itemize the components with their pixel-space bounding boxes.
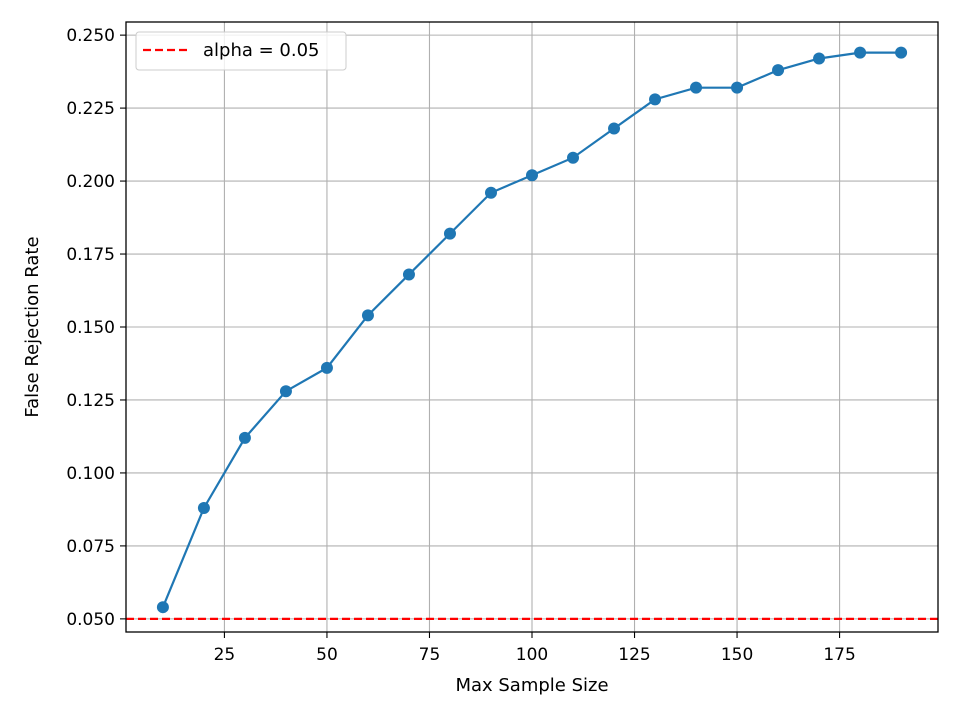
grid-lines	[126, 22, 938, 632]
y-tick-label: 0.125	[66, 391, 115, 411]
y-tick-label: 0.100	[66, 464, 115, 484]
data-point	[279, 385, 292, 398]
x-tick-label: 75	[419, 645, 441, 665]
x-tick-label: 175	[823, 645, 855, 665]
y-tick-label: 0.250	[66, 26, 115, 46]
data-point	[238, 431, 251, 444]
data-point	[690, 81, 703, 94]
data-point	[731, 81, 744, 94]
data-point	[197, 501, 210, 514]
y-axis-label: False Rejection Rate	[22, 236, 43, 417]
x-axis-label: Max Sample Size	[455, 675, 608, 696]
y-tick-label: 0.075	[66, 537, 115, 557]
data-point	[526, 169, 538, 182]
data-point	[402, 268, 415, 281]
data-point	[772, 64, 785, 77]
y-tick-label: 0.150	[66, 318, 115, 338]
data-point	[320, 361, 333, 374]
data-point	[895, 46, 908, 59]
legend-box	[135, 31, 347, 71]
y-tick-label: 0.175	[66, 245, 115, 265]
data-point	[156, 601, 169, 614]
x-axis: 25 50 75 100 125 150 175	[214, 632, 856, 665]
data-series	[156, 46, 908, 614]
data-point	[813, 52, 826, 65]
y-tick-label: 0.225	[66, 99, 115, 119]
data-point	[649, 93, 662, 106]
data-point	[567, 151, 580, 164]
data-point	[854, 46, 867, 59]
data-point	[608, 122, 621, 135]
x-tick-label: 125	[618, 645, 650, 665]
data-point	[361, 309, 374, 322]
x-tick-label: 50	[316, 645, 338, 665]
x-tick-label: 150	[721, 645, 753, 665]
y-tick-label: 0.200	[66, 172, 115, 192]
data-point	[484, 186, 497, 199]
x-tick-label: 25	[214, 645, 236, 665]
y-axis: 0.050 0.075 0.100 0.125 0.150 0.175 0.200 0.225…	[66, 26, 126, 630]
data-point	[443, 227, 456, 240]
y-tick-label: 0.050	[66, 610, 115, 630]
x-tick-label: 100	[516, 645, 548, 665]
legend: alpha = 0.05	[135, 31, 347, 71]
legend-label-alpha: alpha = 0.05	[203, 40, 320, 61]
